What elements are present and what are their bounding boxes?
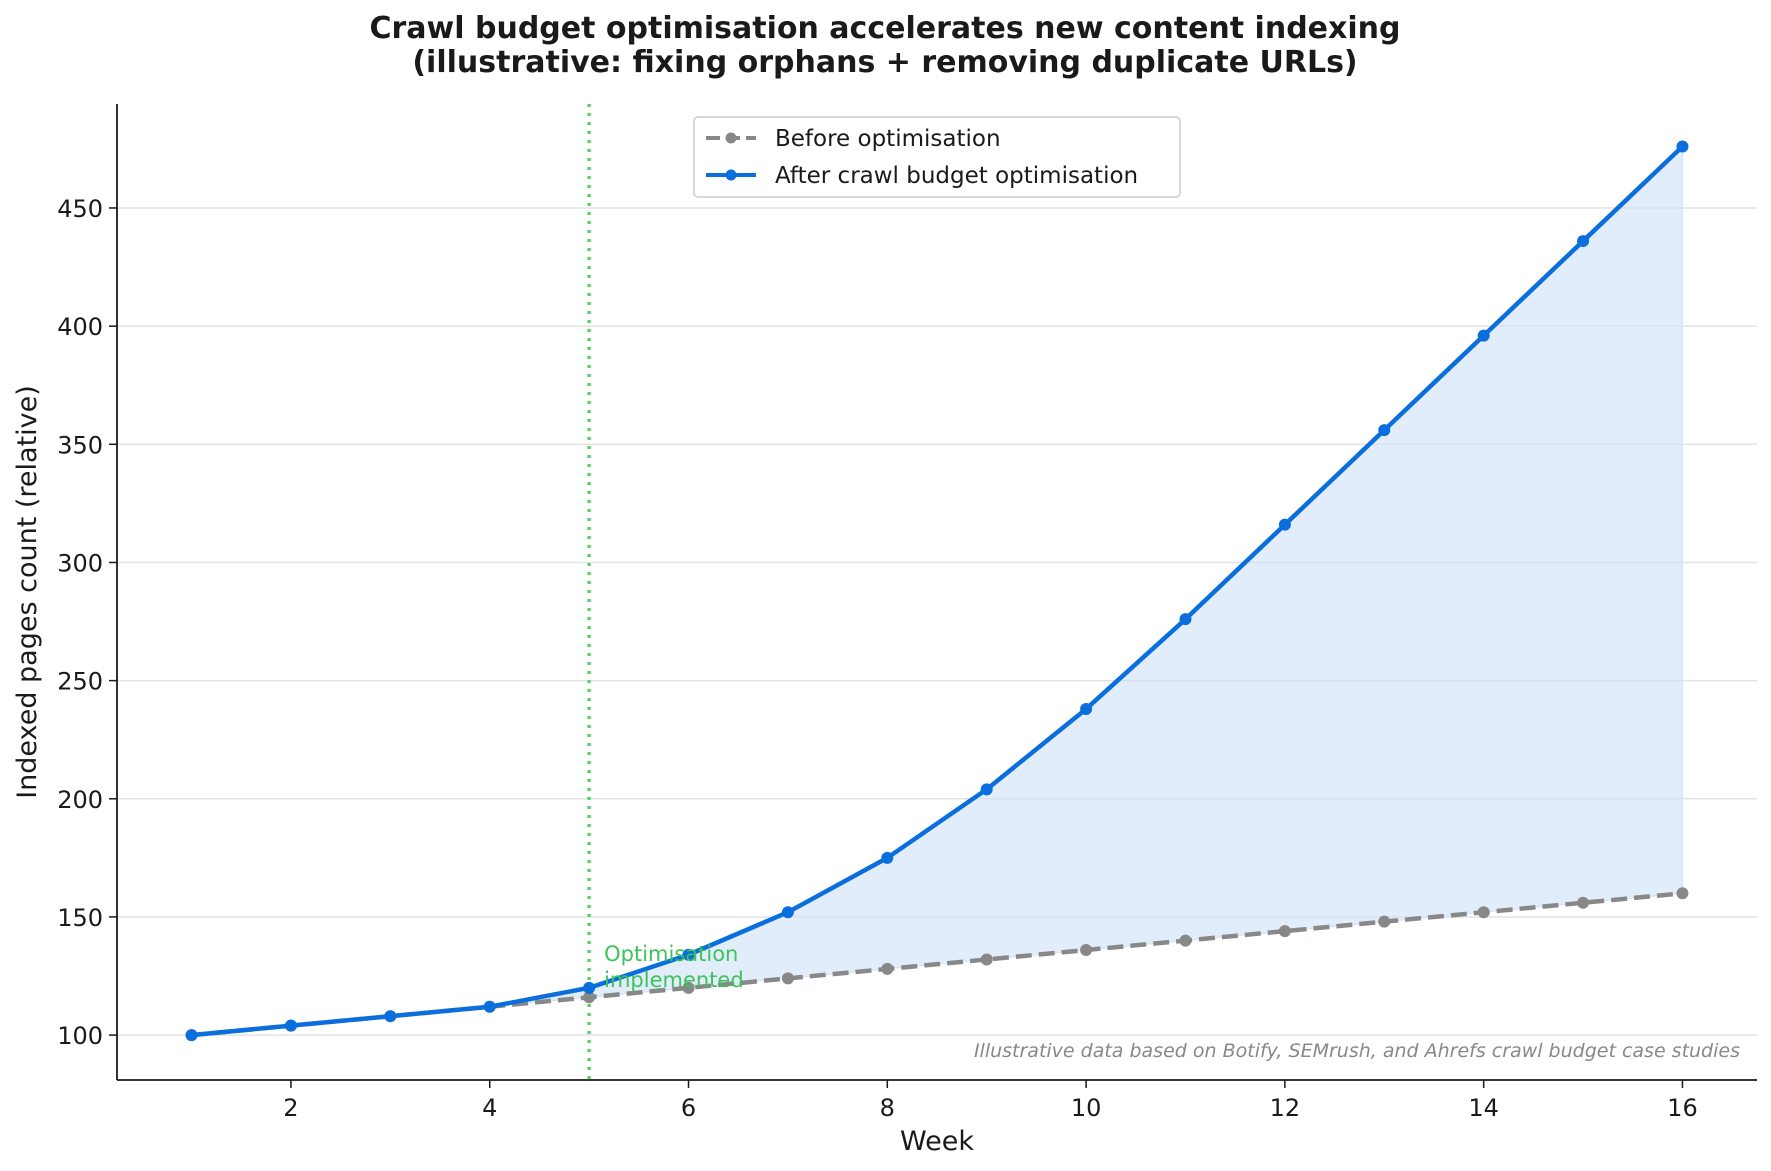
ticks: 2 4 6 8 10 12 14 16 100 150 200 250 300 350 400 450 — [57, 195, 1698, 1122]
point-1-7 — [781, 906, 794, 919]
series-line-1 — [191, 144, 1685, 1038]
y-tick-label-200: 200 — [57, 786, 103, 814]
point-1-3 — [384, 1010, 397, 1023]
point-1-4 — [483, 1000, 496, 1013]
x-tick-label-2: 2 — [283, 1094, 298, 1122]
legend-label-before: Before optimisation — [775, 126, 1001, 152]
point-1-2 — [284, 1019, 297, 1032]
point-1-9 — [980, 783, 993, 796]
y-tick-label-300: 300 — [57, 549, 103, 577]
x-tick-label-12: 12 — [1270, 1094, 1301, 1122]
y-tick-label-100: 100 — [57, 1022, 103, 1050]
fill-layer — [489, 145, 1683, 1008]
legend-marker-after — [725, 169, 737, 181]
footnote: Illustrative data based on Botify, SEMru… — [974, 1040, 1740, 1062]
point-0-12 — [1278, 925, 1291, 938]
x-axis-label: Week — [900, 1126, 974, 1157]
x-tick-label-10: 10 — [1071, 1094, 1102, 1122]
point-0-10 — [1080, 944, 1093, 957]
point-0-8 — [881, 962, 894, 975]
x-tick-label-6: 6 — [681, 1094, 696, 1122]
series-layer — [185, 140, 1689, 1042]
y-axis-label: Indexed pages count (relative) — [12, 385, 43, 799]
chart-title-line-1: Crawl budget optimisation accelerates ne… — [370, 11, 1401, 46]
point-1-15 — [1577, 235, 1590, 248]
point-0-16 — [1676, 887, 1689, 900]
point-1-16 — [1676, 140, 1689, 153]
point-1-1 — [185, 1029, 198, 1042]
point-1-11 — [1179, 613, 1192, 626]
point-0-15 — [1577, 896, 1590, 909]
legend-marker-before — [725, 132, 737, 144]
y-tick-label-150: 150 — [57, 904, 103, 932]
chart-title-line-2: (illustrative: fixing orphans + removing… — [412, 45, 1357, 80]
point-0-13 — [1378, 915, 1391, 928]
point-1-10 — [1080, 702, 1093, 715]
x-tick-label-8: 8 — [880, 1094, 895, 1122]
vline-annotation-line-2: implemented — [604, 968, 744, 992]
series-line-0 — [191, 891, 1683, 1038]
series-1 — [185, 140, 1689, 1042]
point-1-12 — [1278, 518, 1291, 531]
point-0-5 — [583, 991, 596, 1004]
legend: Before optimisation After crawl budget o… — [693, 116, 1181, 198]
fill-area — [489, 145, 1683, 1008]
point-1-14 — [1477, 329, 1490, 342]
point-1-8 — [881, 851, 894, 864]
y-tick-label-400: 400 — [57, 313, 103, 341]
y-tick-label-350: 350 — [57, 431, 103, 459]
point-0-7 — [781, 972, 794, 985]
point-0-11 — [1179, 934, 1192, 947]
point-0-14 — [1477, 906, 1490, 919]
x-tick-label-4: 4 — [482, 1094, 497, 1122]
y-tick-label-450: 450 — [57, 195, 103, 223]
legend-box — [693, 116, 1181, 198]
grid — [117, 207, 1757, 1036]
point-0-9 — [980, 953, 993, 966]
x-tick-label-16: 16 — [1667, 1094, 1698, 1122]
point-0-6 — [682, 981, 695, 994]
legend-label-after: After crawl budget optimisation — [775, 163, 1138, 189]
point-1-6 — [682, 948, 695, 961]
y-tick-label-250: 250 — [57, 668, 103, 696]
vline-annotation-line-1: Optimisation — [604, 942, 738, 966]
point-1-5 — [583, 981, 596, 994]
x-tick-label-14: 14 — [1468, 1094, 1499, 1122]
point-1-13 — [1378, 424, 1391, 437]
